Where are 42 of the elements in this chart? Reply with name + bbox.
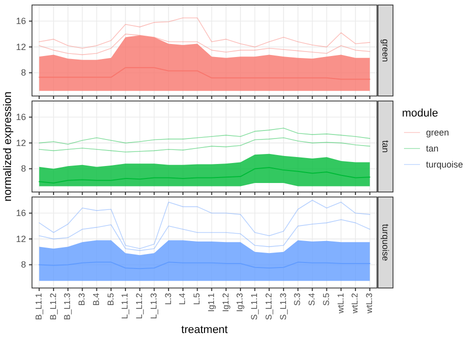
y-tick-label: 12 — [16, 138, 26, 148]
y-tick-label: 8 — [20, 260, 26, 270]
text: green — [426, 128, 450, 138]
y-tick-label: 8 — [20, 68, 26, 78]
x-tick-label: S_L1.1 — [249, 292, 260, 320]
x-tick-label: L_L1.2 — [134, 292, 144, 319]
x-tick-label: B_L1.1 — [33, 292, 44, 320]
x-tick-label: wtL.2 — [350, 292, 360, 314]
x-tick-label: S.5 — [320, 292, 331, 306]
y-tick-label: 16 — [16, 208, 26, 218]
x-axis-title: treatment — [181, 324, 228, 336]
legend-label: tan — [426, 144, 439, 154]
x-tick-label: L.4 — [177, 292, 188, 305]
x-tick-label: L.5 — [192, 292, 202, 305]
text: turquoise — [380, 224, 390, 262]
text: turquoise — [426, 160, 464, 170]
x-tick-label: wtL.3 — [364, 292, 374, 314]
x-tick-label: wtL.1 — [335, 292, 346, 314]
y-tick-label: 8 — [20, 164, 26, 174]
x-tick-label: S_L1.2 — [263, 292, 274, 320]
x-tick-label: Ig1.1 — [206, 292, 216, 312]
y-tick-label: 16 — [16, 16, 26, 26]
x-tick-label: B.5 — [105, 292, 116, 306]
x-tick-label: B.3 — [76, 292, 87, 306]
x-tick-label: S.4 — [306, 292, 317, 306]
x-tick-label: B_L1.3 — [62, 292, 72, 320]
x-tick-label: S_L1.3 — [278, 292, 288, 320]
x-tick-label: Ig1.3 — [234, 292, 245, 312]
x-tick-label: Ig1.2 — [220, 292, 230, 312]
x-tick-label: S.3 — [292, 292, 302, 306]
legend-title: module — [402, 108, 438, 120]
y-tick-label: 16 — [16, 112, 26, 122]
y-axis-title: normalized expression — [2, 91, 14, 202]
x-tick-label: B.4 — [90, 292, 101, 306]
x-tick-label: L.3 — [162, 292, 173, 305]
text: tan — [380, 140, 390, 153]
x-tick-label: L_L1.1 — [120, 292, 130, 319]
text: green — [380, 38, 390, 62]
y-tick-label: 12 — [16, 42, 26, 52]
x-tick-label: L_L1.3 — [148, 292, 158, 319]
y-tick-label: 12 — [16, 234, 26, 244]
x-tick-label: B_L1.2 — [48, 292, 58, 320]
